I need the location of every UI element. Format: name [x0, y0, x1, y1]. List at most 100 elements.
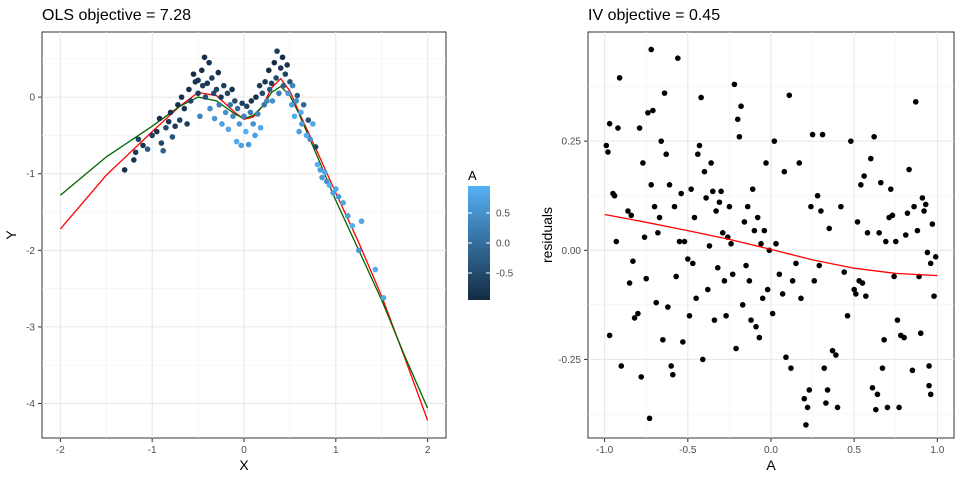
ols-data-point	[230, 113, 236, 120]
iv-data-point	[926, 382, 932, 389]
ols-data-point	[195, 90, 201, 97]
ols-data-point	[310, 121, 316, 127]
ols-data-point	[163, 124, 169, 131]
ols-data-point	[307, 136, 313, 143]
colorbar-tick-label: -0.5	[496, 269, 514, 280]
iv-data-point	[671, 203, 678, 210]
ols-data-point	[186, 86, 192, 93]
ols-data-point	[303, 132, 310, 139]
iv-x-tick-label: 0.0	[764, 445, 778, 456]
iv-data-point	[753, 323, 759, 330]
ols-x-tick-label: 1	[333, 445, 339, 456]
iv-data-point	[924, 249, 931, 256]
ols-data-point	[184, 121, 190, 127]
ols-data-point	[197, 113, 203, 120]
iv-data-point	[698, 94, 704, 101]
iv-data-point	[696, 142, 703, 149]
iv-data-point	[615, 125, 621, 131]
ols-data-point	[199, 82, 206, 89]
iv-data-point	[661, 90, 668, 96]
iv-data-point	[779, 291, 786, 297]
ols-data-point	[340, 200, 346, 206]
iv-data-point	[796, 160, 803, 166]
ols-data-point	[314, 161, 321, 168]
iv-data-point	[663, 151, 669, 158]
iv-data-point	[641, 234, 648, 240]
iv-panel: IV objective = 0.45 -1.0 -0.5 0.0 0.5 1.0 -0…	[539, 7, 955, 473]
iv-y-tick-label: -0.25	[558, 355, 581, 366]
ols-data-point	[274, 48, 280, 54]
ols-x-tick-label: 0	[241, 445, 247, 456]
iv-data-point	[713, 208, 719, 214]
ols-data-point	[158, 140, 165, 146]
ols-data-point	[245, 141, 252, 148]
iv-y-tick-label: 0.25	[562, 137, 582, 148]
iv-data-point	[876, 230, 882, 236]
ols-data-point	[209, 75, 215, 81]
iv-data-point	[798, 295, 804, 302]
iv-data-point	[706, 243, 713, 249]
iv-data-point	[636, 125, 643, 131]
ols-data-point	[222, 109, 229, 116]
ols-data-point	[202, 94, 209, 100]
iv-data-point	[708, 160, 714, 166]
iv-data-point	[892, 238, 899, 245]
iv-x-ticks: -1.0 -0.5 0.0 0.5 1.0	[596, 438, 945, 456]
ols-data-point	[305, 117, 312, 123]
iv-data-point	[675, 55, 681, 61]
iv-data-point	[648, 181, 655, 188]
ols-data-point	[221, 82, 227, 89]
iv-data-point	[741, 219, 748, 225]
iv-data-point	[630, 258, 636, 264]
ols-y-tick-label: -2	[26, 246, 35, 257]
ols-data-point	[253, 94, 259, 100]
ols-data-point	[243, 103, 250, 110]
ols-data-point	[236, 121, 243, 127]
iv-data-point	[931, 293, 937, 299]
iv-data-point	[729, 271, 736, 278]
ols-x-tick-label: -1	[148, 445, 157, 456]
iv-data-point	[863, 293, 869, 299]
iv-x-tick-label: 0.5	[847, 445, 861, 456]
iv-data-point	[804, 404, 811, 411]
ols-data-point	[201, 54, 208, 61]
iv-data-point	[829, 347, 836, 354]
ols-data-point	[298, 109, 304, 116]
iv-data-point	[668, 363, 674, 369]
iv-data-point	[650, 107, 656, 114]
ols-data-point	[268, 80, 275, 87]
iv-data-point	[678, 190, 684, 197]
ols-data-point	[247, 109, 254, 116]
iv-data-point	[823, 400, 829, 406]
iv-data-point	[929, 221, 936, 227]
iv-data-point	[861, 173, 867, 179]
ols-data-point	[248, 98, 255, 104]
iv-data-point	[701, 168, 708, 175]
iv-data-point	[838, 203, 844, 210]
iv-data-point	[896, 404, 902, 411]
ols-title: OLS objective = 7.28	[42, 7, 191, 24]
ols-data-point	[156, 115, 163, 122]
iv-data-point	[834, 404, 841, 411]
iv-data-point	[695, 151, 701, 158]
iv-data-point	[909, 367, 916, 374]
ols-data-point	[319, 174, 325, 181]
iv-data-point	[638, 374, 645, 380]
iv-data-point	[758, 240, 764, 247]
iv-data-point	[759, 295, 766, 302]
iv-data-point	[646, 415, 653, 422]
ols-data-point	[234, 105, 241, 112]
iv-data-point	[819, 131, 826, 138]
iv-fit-lines	[604, 213, 938, 277]
iv-data-point	[789, 278, 796, 284]
iv-data-point	[736, 133, 743, 140]
ols-data-point	[289, 82, 296, 89]
ols-points	[121, 48, 387, 301]
iv-data-point	[776, 271, 783, 278]
ols-data-point	[153, 128, 160, 135]
ols-data-point	[190, 71, 197, 77]
iv-data-point	[826, 225, 833, 232]
ols-data-point	[264, 98, 270, 104]
ols-data-point	[322, 169, 328, 175]
ols-x-label: X	[239, 457, 249, 473]
